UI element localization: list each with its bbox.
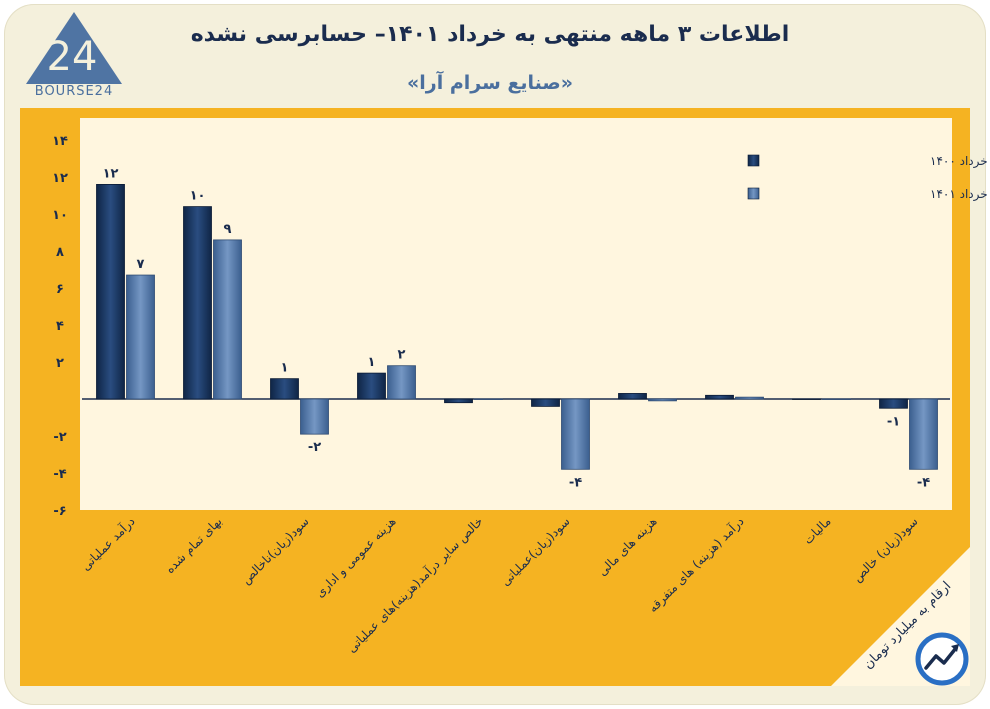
bar-series-1 xyxy=(96,183,125,400)
bar-series-1 xyxy=(879,398,908,409)
data-label: ۱ xyxy=(281,361,289,376)
data-label: -۲ xyxy=(308,440,321,455)
legend-swatch xyxy=(747,187,760,200)
bar-series-1 xyxy=(183,206,212,400)
y-tick-label: ۱۴ xyxy=(52,134,68,149)
y-tick-label: -۶ xyxy=(53,504,66,519)
bar-series-2 xyxy=(561,398,590,470)
bar-series-2 xyxy=(387,365,416,400)
legend-label: عملکرد منتهی به خرداد ۱۴۰۰ xyxy=(930,154,990,169)
trend-arrow-icon xyxy=(924,646,958,670)
bar-series-1 xyxy=(531,398,560,407)
chart-title: اطلاعات ۳ ماهه منتهی به خرداد ۱۴۰۱– حساب… xyxy=(190,22,790,47)
y-tick-label: -۴ xyxy=(53,467,66,482)
data-label: ۱ xyxy=(368,355,376,370)
bar-series-1 xyxy=(357,372,386,400)
bar-series-2 xyxy=(822,398,851,400)
bar-series-2 xyxy=(474,398,503,400)
data-label: -۴ xyxy=(917,475,930,490)
y-tick-label: ۴ xyxy=(56,319,64,334)
y-tick-label: ۲ xyxy=(56,356,64,371)
data-label: ۷ xyxy=(137,257,145,272)
bar-series-1 xyxy=(270,378,299,400)
data-label: ۲ xyxy=(398,348,406,363)
bar-series-2 xyxy=(126,274,155,400)
bar-series-1 xyxy=(792,398,821,400)
data-label: ۹ xyxy=(224,222,232,237)
y-tick-label: ۱۰ xyxy=(52,208,68,223)
y-tick-label: ۱۲ xyxy=(52,171,68,186)
legend-swatch xyxy=(747,154,760,167)
bar-series-2 xyxy=(213,239,242,400)
bourse24-logo: 24 xyxy=(22,8,126,102)
bar-series-2 xyxy=(300,398,329,435)
data-label: -۴ xyxy=(569,475,582,490)
y-tick-label: ۸ xyxy=(56,245,64,260)
chart-subtitle: «صنایع سرام آرا» xyxy=(406,72,574,94)
y-tick-label: ۶ xyxy=(56,282,64,297)
logo-mark: 24 xyxy=(47,34,98,80)
logo-text: BOURSE24 xyxy=(34,84,114,99)
y-tick-label: -۲ xyxy=(53,430,66,445)
bar-series-2 xyxy=(909,398,938,470)
bar-series-1 xyxy=(444,398,473,404)
data-label: ۱۰ xyxy=(190,189,206,204)
data-label: -۱ xyxy=(887,414,900,429)
data-label: ۱۲ xyxy=(103,166,119,181)
trend-arrowhead-icon xyxy=(951,644,959,652)
legend-label: عملکرد منتهی به خرداد ۱۴۰۱ xyxy=(930,187,990,202)
bar-series-1 xyxy=(705,394,734,400)
bar-series-2 xyxy=(735,396,764,400)
bar-series-1 xyxy=(618,393,647,400)
bar-series-2 xyxy=(648,398,677,402)
